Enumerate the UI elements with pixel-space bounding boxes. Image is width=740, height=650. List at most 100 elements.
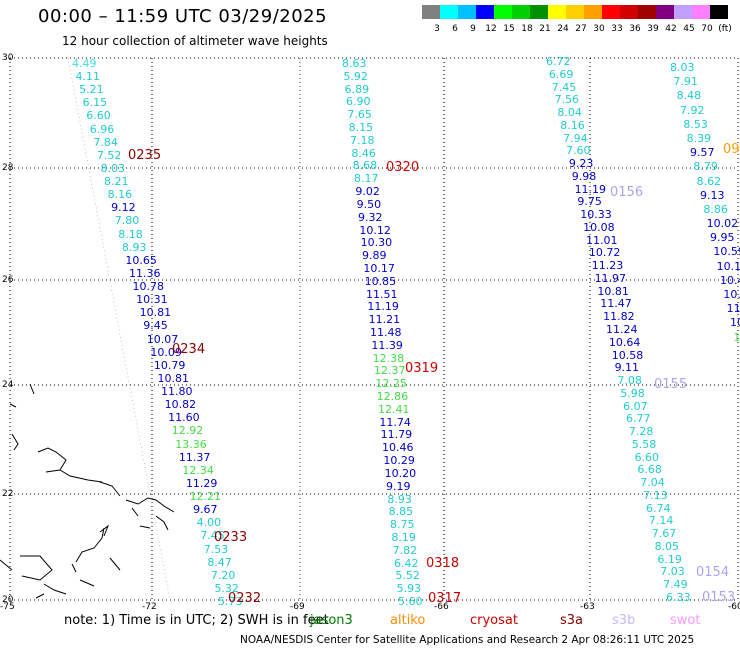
colorbar-swatch xyxy=(530,5,548,19)
swh-value: 8.39 xyxy=(686,131,712,145)
swh-value: 6.77 xyxy=(626,412,651,426)
swh-value: 6.89 xyxy=(344,82,370,96)
swh-value: 7.91 xyxy=(673,75,698,89)
swh-value: 10.79 xyxy=(153,358,186,372)
swh-value: 7.45 xyxy=(551,80,577,94)
colorbar-swatch xyxy=(458,5,476,19)
swh-value: 13.36 xyxy=(175,437,207,451)
swh-value: 8.03 xyxy=(100,161,125,175)
swh-value: 11.0 xyxy=(726,302,740,316)
swh-value: 8.18 xyxy=(118,227,143,241)
swh-value: 7.49 xyxy=(663,578,688,592)
swh-value: 8.63 xyxy=(342,57,367,70)
pass-time-label: 0155 xyxy=(654,377,688,392)
swh-value: 8.93 xyxy=(387,492,412,506)
swh-value: 8.53 xyxy=(683,117,708,131)
swh-value: 10.17 xyxy=(363,261,395,275)
swh-value: 8.05 xyxy=(654,539,680,553)
pass-time-label: 0317 xyxy=(428,591,462,606)
swh-value: 8.21 xyxy=(104,175,129,189)
lat-tick-label: 26 xyxy=(2,275,14,285)
swh-value: 10.33 xyxy=(580,208,612,222)
swh-value: 9.23 xyxy=(568,157,594,171)
swh-value: 9.57 xyxy=(690,146,715,160)
swh-value: 9.98 xyxy=(571,169,597,183)
colorbar-swatch xyxy=(584,5,602,19)
swh-value: 10.42 xyxy=(720,273,740,287)
colorbar-swatch xyxy=(422,5,440,19)
lon-tick-label: -63 xyxy=(580,602,595,612)
swh-value: 12.37 xyxy=(374,364,406,378)
swh-value: 7.53 xyxy=(203,542,229,556)
pass-time-label: 0320 xyxy=(386,160,420,175)
colorbar-swatch xyxy=(512,5,530,19)
swh-value: 5.98 xyxy=(620,386,645,400)
colorbar-swatch xyxy=(602,5,620,19)
color-scale-legend: 3 6 9 12 15 18 21 24 27 30 33 36 39 42 45 70 (ft) xyxy=(422,5,732,34)
lat-tick-label: 28 xyxy=(2,163,14,173)
swh-value: 11.47 xyxy=(600,297,632,311)
swh-value: 7.80 xyxy=(114,214,140,228)
swh-value: 8.15 xyxy=(348,121,374,135)
swh-value: 10.64 xyxy=(608,335,641,349)
swh-value: 9.02 xyxy=(355,185,380,199)
swh-value: 12.21 xyxy=(189,490,222,504)
swh-value: 10.20 xyxy=(384,466,417,480)
swh-value: 11.48 xyxy=(370,326,402,339)
swh-value: 10.78 xyxy=(132,280,165,294)
swh-value: 12.92 xyxy=(171,424,204,438)
colorbar-label: 70 xyxy=(701,24,713,34)
swh-value: 10.29 xyxy=(383,454,415,468)
swh-value: 4.49 xyxy=(72,57,97,70)
legend-jason3: jason3 xyxy=(310,613,353,628)
swh-value: 10.31 xyxy=(136,293,168,307)
swh-value: 7.82 xyxy=(392,543,418,557)
swh-value: 7.84 xyxy=(93,135,118,149)
colorbar-label: 9 xyxy=(470,24,476,34)
swh-value: 12.38 xyxy=(372,351,405,365)
swh-value: 11.29 xyxy=(185,476,218,490)
swh-value: 7.18 xyxy=(350,133,375,147)
colorbar-swatch xyxy=(494,5,512,19)
colorbar-label: (ft) xyxy=(718,24,732,34)
swh-value: 11.82 xyxy=(603,310,635,324)
swh-value: 10.59 xyxy=(713,245,740,259)
pass-time-label: 0232 xyxy=(228,591,262,606)
swh-value: 11.79 xyxy=(380,428,413,442)
swh-value: 8.48 xyxy=(676,89,702,103)
swh-value: 8.47 xyxy=(207,555,232,569)
pass-time-label: 0234 xyxy=(172,342,206,357)
colorbar-swatch xyxy=(620,5,638,19)
colorbar-label: 6 xyxy=(452,24,458,34)
swh-value: 5.21 xyxy=(79,83,104,97)
lat-tick-label: 24 xyxy=(2,380,14,390)
swh-value: 9.13 xyxy=(700,188,725,202)
swh-value: 8.17 xyxy=(354,172,379,186)
colorbar-label: 18 xyxy=(521,24,533,34)
swh-value: 11.23 xyxy=(591,259,624,273)
swh-value: 7.52 xyxy=(96,148,122,162)
swh-value: 7.67 xyxy=(651,527,677,541)
swh-value: 10.46 xyxy=(382,441,414,455)
legend-altiko: altiko xyxy=(390,613,426,628)
swh-value: 9.45 xyxy=(143,319,168,333)
swh-value: 11.97 xyxy=(594,271,627,285)
swh-value: 11.36 xyxy=(128,266,161,280)
colorbar-swatch xyxy=(476,5,494,19)
swh-value: 11.37 xyxy=(178,450,211,464)
swh-value: 8.19 xyxy=(391,530,416,544)
pass-time-label: 0153 xyxy=(702,590,736,605)
lon-tick-label: -75 xyxy=(0,602,15,612)
swh-value: 7.20 xyxy=(210,568,236,582)
colorbar-label: 42 xyxy=(665,24,676,34)
swh-value: 7.08 xyxy=(617,374,642,388)
colorbar-swatch xyxy=(638,5,656,19)
swh-value: 6.60 xyxy=(86,109,111,123)
swh-value: 8.62 xyxy=(696,174,722,188)
swh-value: 5.60 xyxy=(398,595,423,608)
swh-value: 4.11 xyxy=(75,70,101,84)
colorbar-label: 15 xyxy=(503,24,514,34)
swh-value: 10.02 xyxy=(706,217,739,231)
swh-value: 11.74 xyxy=(379,415,411,429)
lat-tick-label: 20 xyxy=(2,595,14,605)
